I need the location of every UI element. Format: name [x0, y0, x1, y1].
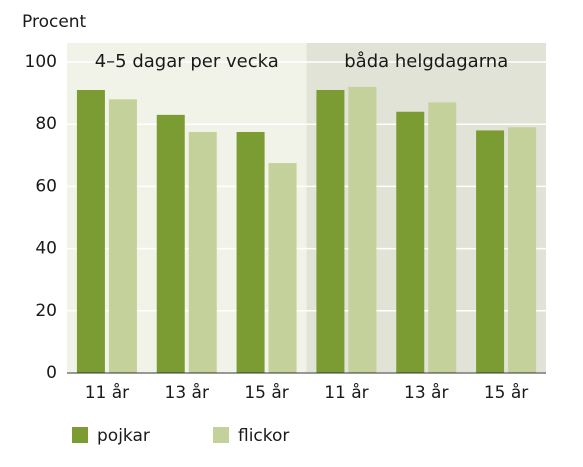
- y-tick-label: 100: [25, 52, 57, 72]
- y-tick-label: 60: [35, 176, 57, 196]
- bar: [188, 131, 217, 373]
- x-tick-label: 15 år: [244, 382, 288, 403]
- panel-title: 4–5 dagar per vecka: [95, 51, 279, 72]
- x-tick-label: 11 år: [324, 382, 368, 403]
- bar: [428, 102, 457, 374]
- bar: [316, 89, 345, 374]
- y-tick-label: 20: [35, 301, 57, 321]
- legend-swatch: [72, 427, 88, 443]
- bar: [108, 99, 137, 373]
- bar: [396, 111, 425, 373]
- bar: [76, 89, 105, 374]
- y-tick-label: 80: [35, 114, 57, 134]
- panel-title: båda helgdagarna: [344, 51, 508, 72]
- bar: [268, 163, 297, 373]
- x-tick-label: 13 år: [165, 382, 209, 403]
- y-tick-label: 0: [46, 363, 57, 383]
- panel-background: [306, 43, 546, 373]
- bar: [476, 130, 505, 373]
- legend-swatch: [213, 427, 229, 443]
- bar: [236, 131, 265, 373]
- y-axis-label: Procent: [22, 12, 87, 32]
- x-tick-label: 15 år: [484, 382, 528, 403]
- x-tick-label: 11 år: [85, 382, 129, 403]
- legend-label: flickor: [238, 426, 289, 446]
- bar: [508, 127, 537, 373]
- bar: [156, 114, 185, 374]
- panel-background: [67, 43, 307, 373]
- bar: [348, 86, 377, 373]
- legend-label: pojkar: [97, 426, 150, 446]
- x-tick-label: 13 år: [404, 382, 448, 403]
- y-tick-label: 40: [35, 239, 57, 259]
